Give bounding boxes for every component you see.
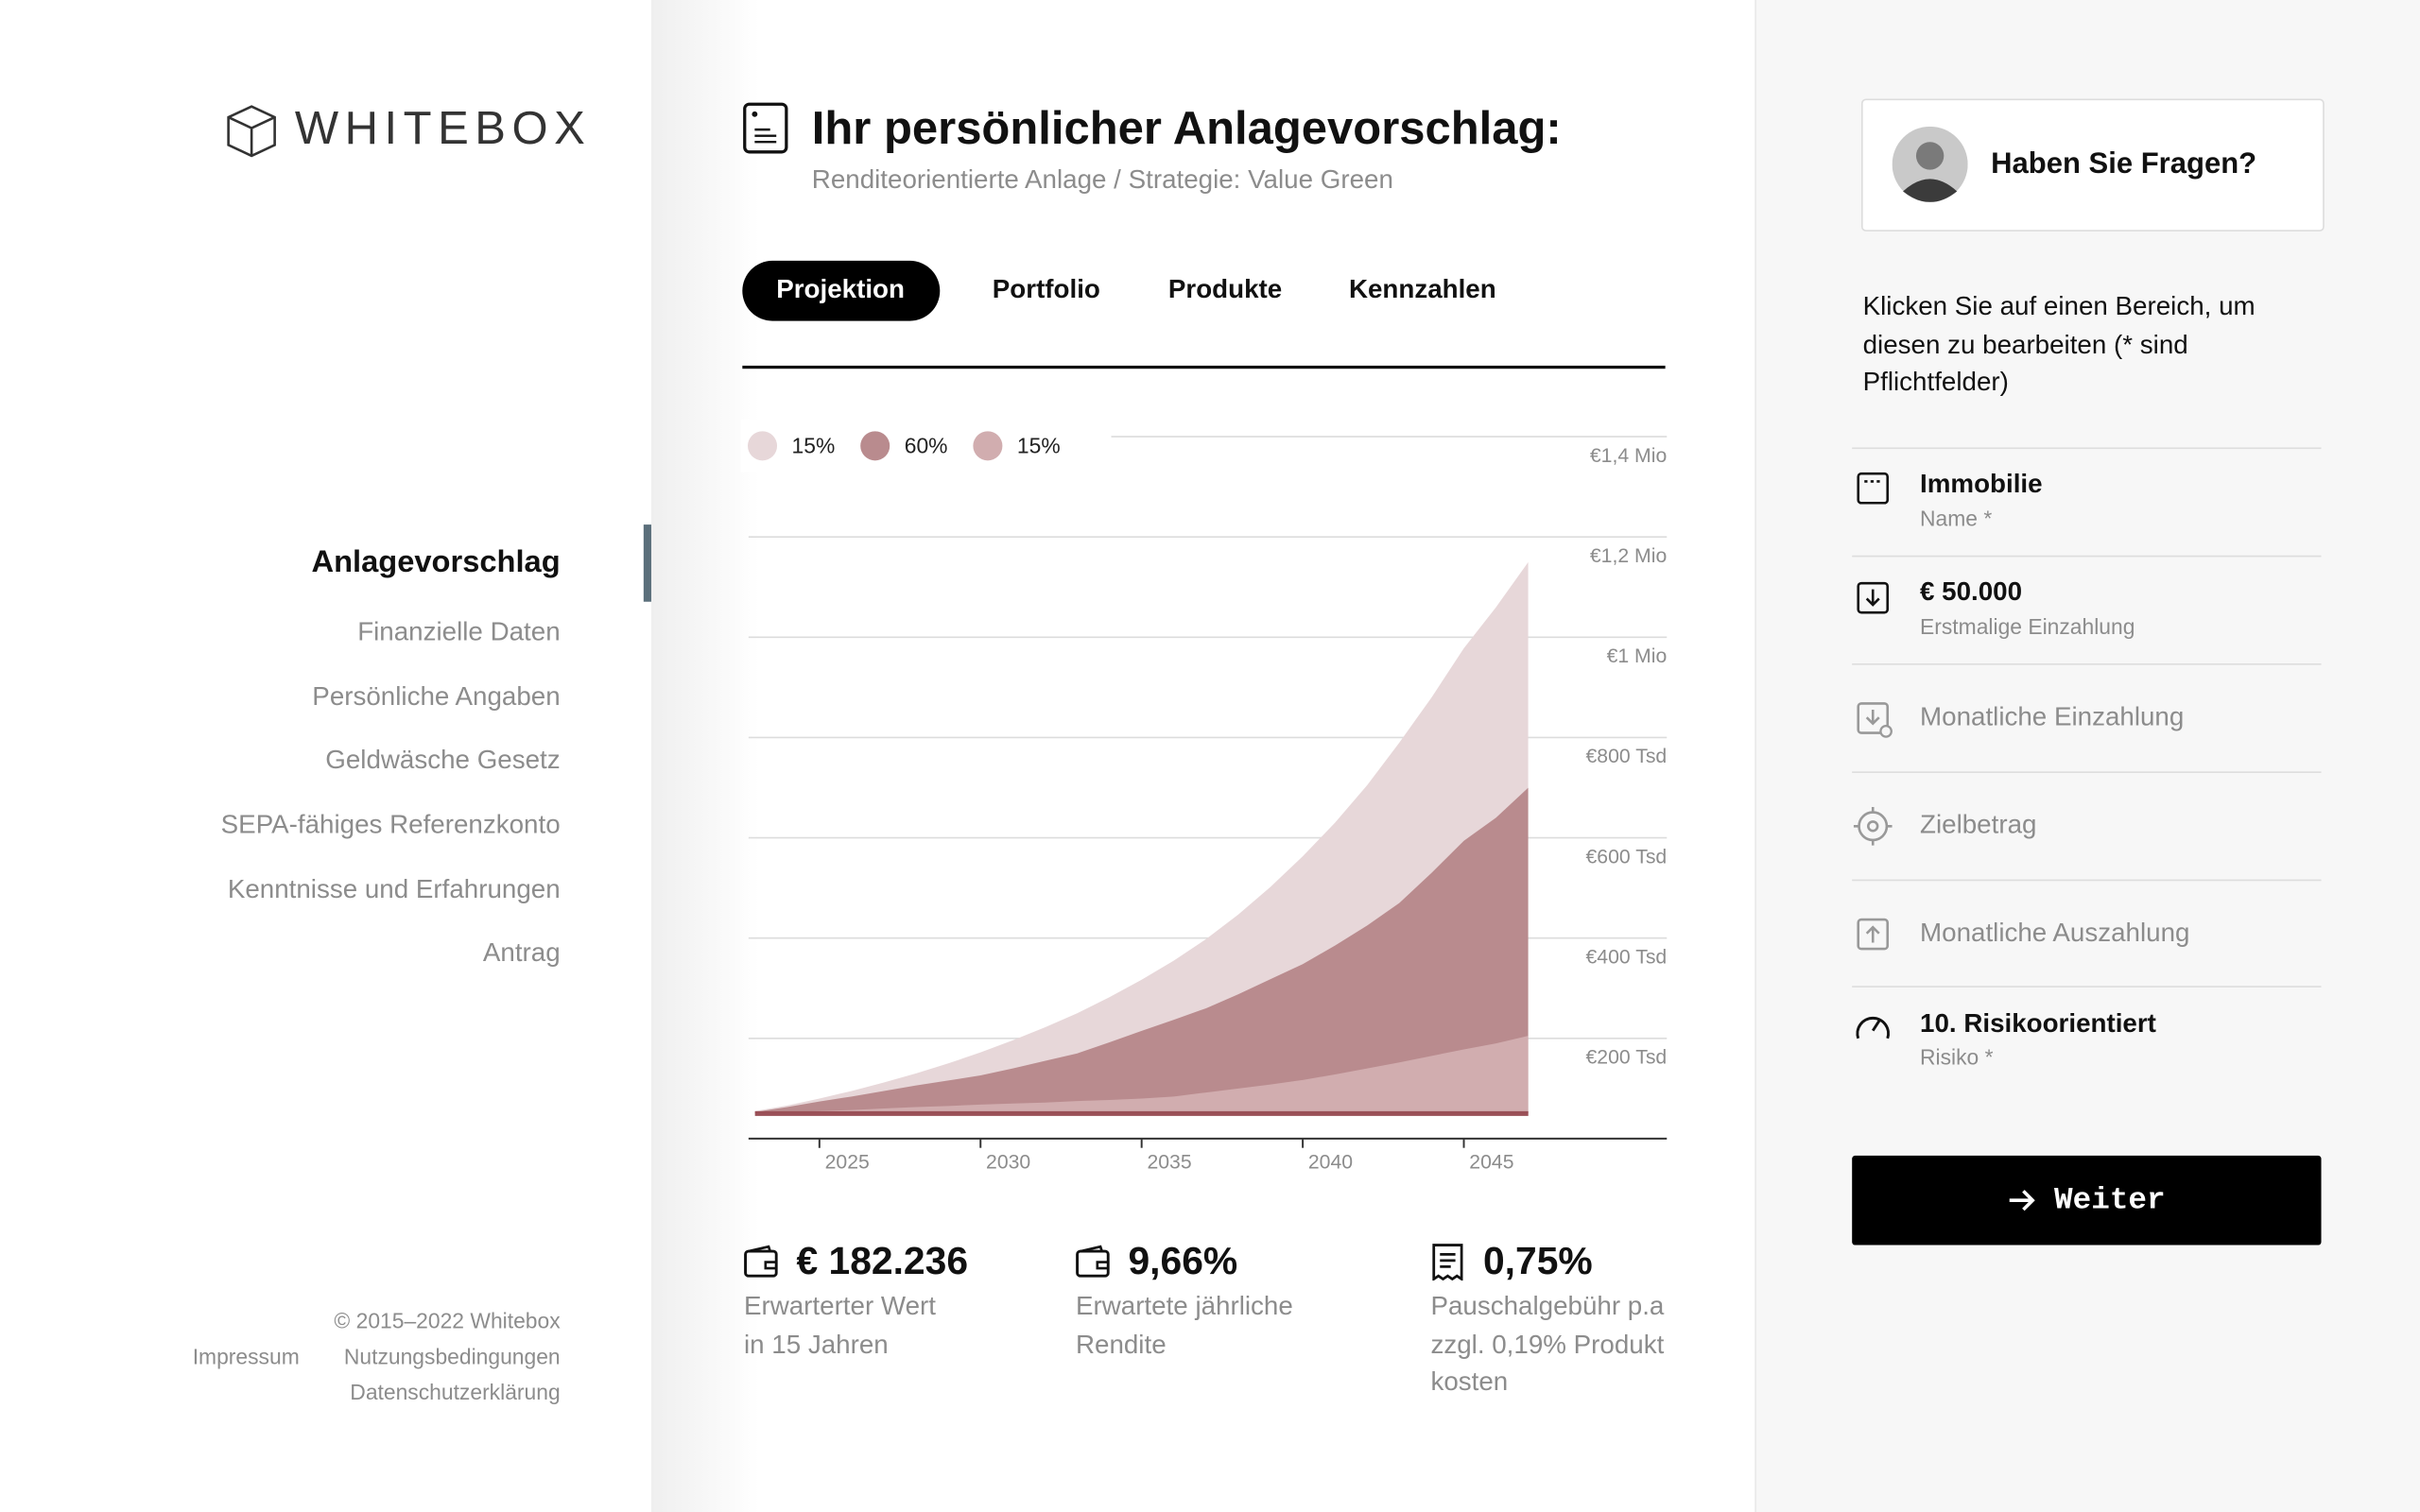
field-subtitle: Name * — [1920, 506, 1993, 531]
advisor-avatar — [1892, 126, 1968, 202]
field-icon — [1857, 581, 1890, 614]
tab[interactable]: Produkte — [1167, 274, 1283, 304]
nav-item[interactable]: Persönliche Angaben — [312, 681, 561, 712]
separator — [1852, 771, 2322, 773]
y-tick-label: €600 Tsd — [1586, 846, 1668, 868]
page-subtitle: Renditeorientierte Anlage / Strategie: V… — [811, 164, 1393, 195]
stat-label-line: Rendite — [1075, 1329, 1167, 1359]
y-tick-label: €400 Tsd — [1586, 946, 1668, 968]
legend-swatch — [973, 431, 1003, 461]
y-tick-label: €200 Tsd — [1586, 1047, 1668, 1069]
field-title[interactable]: Monatliche Auszahlung — [1920, 918, 2190, 948]
main-panel — [650, 0, 1755, 1512]
field-title[interactable]: € 50.000 — [1920, 576, 2023, 607]
help-title[interactable]: Haben Sie Fragen? — [1991, 147, 2257, 181]
separator — [1852, 879, 2322, 882]
arrow-icon — [2009, 1190, 2035, 1211]
stat-label-line: Pauschalgebühr p.a — [1430, 1291, 1665, 1321]
field-title[interactable]: Immobilie — [1920, 469, 2043, 499]
tab[interactable]: Portfolio — [992, 274, 1100, 304]
projection-chart: €200 Tsd €400 Tsd €600 Tsd €800 Tsd €1 Mio €1… — [740, 420, 1668, 1174]
field-icon — [1857, 472, 1890, 505]
next-button[interactable]: Weiter — [1852, 1155, 2322, 1246]
x-tick-label: 2025 — [825, 1152, 870, 1174]
receipt-icon — [1432, 1244, 1463, 1281]
tab[interactable]: Projektion — [776, 274, 905, 304]
stat-label-line: in 15 Jahren — [743, 1329, 889, 1359]
wallet-icon — [1076, 1245, 1110, 1278]
help-text: Klicken Sie auf einen Bereich, um diesen… — [1862, 291, 2256, 397]
copyright: © 2015–2022 Whitebox — [334, 1308, 561, 1333]
separator — [1852, 663, 2322, 665]
page-title: Ihr persönlicher Anlagevorschlag: — [811, 103, 1562, 155]
legend-background — [740, 420, 1112, 472]
field-icon — [1853, 806, 1893, 846]
field-title[interactable]: 10. Risikoorientiert — [1920, 1008, 2156, 1039]
nav-item[interactable]: Antrag — [482, 937, 561, 968]
nav-item[interactable]: Finanzielle Daten — [357, 617, 561, 647]
field-subtitle: Risiko * — [1920, 1044, 1994, 1070]
stat-label-line: Erwartete jährliche — [1075, 1291, 1293, 1321]
stat-label-line: zzgl. 0,19% Produkt — [1430, 1329, 1665, 1359]
tab-divider — [742, 365, 1666, 369]
separator — [1852, 986, 2322, 988]
active-indicator — [643, 524, 651, 602]
stat-value: € 182.236 — [796, 1239, 969, 1283]
footer-link[interactable]: Datenschutzerklärung — [350, 1379, 561, 1404]
y-tick-label: €1,4 Mio — [1590, 445, 1667, 467]
document-icon — [743, 102, 788, 154]
legend-label: 15% — [792, 434, 836, 458]
separator — [1852, 555, 2322, 558]
separator — [1852, 447, 2322, 450]
tab[interactable]: Kennzahlen — [1348, 274, 1496, 304]
stat-label: Pauschalgebühr p.a zzgl. 0,19% Produkt kos… — [1430, 1288, 1664, 1401]
x-tick-label: 2035 — [1147, 1152, 1191, 1174]
y-tick-label: €1,2 Mio — [1590, 545, 1667, 567]
footer-link[interactable]: Nutzungsbedingungen — [343, 1344, 561, 1369]
stat-label: Erwarterter Wert in 15 Jahren — [744, 1288, 936, 1364]
legend-label: 60% — [905, 434, 948, 458]
legend-swatch — [748, 431, 778, 461]
legend-swatch — [860, 431, 890, 461]
nav-item[interactable]: SEPA-fähiges Referenzkonto — [220, 810, 561, 840]
help-card[interactable] — [1860, 98, 2325, 232]
nav-item[interactable]: Geldwäsche Gesetz — [325, 745, 561, 775]
side-panel — [1754, 0, 2420, 1512]
stat-value: 0,75% — [1482, 1239, 1593, 1283]
wallet-icon — [744, 1245, 778, 1278]
nav-item[interactable]: Kenntnisse und Erfahrungen — [227, 874, 561, 904]
field-icon — [1857, 702, 1893, 738]
field-icon — [1856, 1016, 1890, 1040]
stat-label-line: kosten — [1430, 1366, 1509, 1397]
band-area — [754, 787, 1529, 1114]
field-title[interactable]: Zielbetrag — [1920, 810, 2037, 840]
stat-label-line: Erwarterter Wert — [743, 1291, 936, 1321]
button-label[interactable]: Weiter — [2054, 1182, 2166, 1218]
legend-label: 15% — [1017, 434, 1061, 458]
footer-link[interactable]: Impressum — [192, 1344, 300, 1369]
stat-label: Erwartete jährliche Rendite — [1076, 1288, 1293, 1364]
y-tick-label: €800 Tsd — [1586, 746, 1668, 767]
x-tick-label: 2030 — [986, 1152, 1030, 1174]
field-title[interactable]: Monatliche Einzahlung — [1920, 701, 2185, 731]
field-icon — [1857, 918, 1890, 951]
y-tick-label: €1 Mio — [1607, 645, 1668, 667]
field-subtitle: Erstmalige Einzahlung — [1920, 613, 2135, 639]
x-tick-label: 2045 — [1469, 1152, 1513, 1174]
active-tab[interactable] — [742, 260, 941, 321]
stat-value: 9,66% — [1128, 1239, 1238, 1283]
x-tick-label: 2040 — [1308, 1152, 1353, 1174]
logo-icon — [227, 105, 276, 158]
nav-item[interactable]: Anlagevorschlag — [311, 545, 561, 580]
logo-text: WHITEBOX — [294, 103, 592, 155]
